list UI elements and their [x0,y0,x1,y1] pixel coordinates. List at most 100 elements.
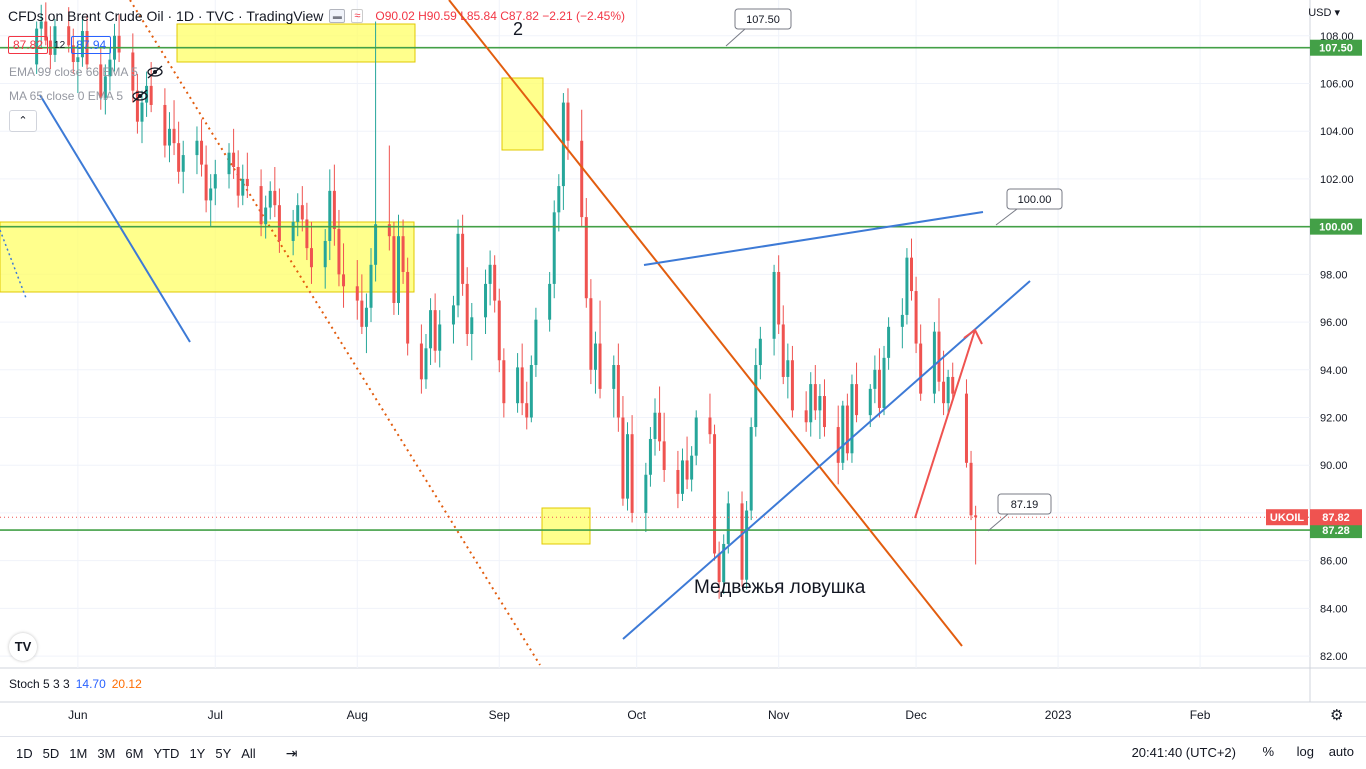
candle [488,264,492,284]
range-1d[interactable]: 1D [16,745,33,761]
candle [621,417,625,499]
candle [364,307,368,327]
candle [726,503,730,544]
bid-ask: 87.82 12 87.94 [8,36,112,54]
goto-date-icon[interactable]: ⇥ [285,744,298,761]
candle [722,543,726,583]
candle [914,291,918,344]
candle [841,405,845,463]
clock[interactable]: 20:41:40 (UTC+2) [1131,745,1236,760]
candle [163,104,167,146]
candle [932,331,936,394]
candle [456,233,460,306]
range-6m[interactable]: 6M [125,745,144,761]
range-3m[interactable]: 3M [97,745,116,761]
candle [662,441,666,470]
callout-label: 87.19 [1011,499,1039,511]
candle [749,427,753,511]
eye-off-icon[interactable] [131,89,149,103]
candle [630,434,634,513]
highlight-zone [0,221,415,293]
candle [566,102,570,141]
range-5y[interactable]: 5Y [215,745,232,761]
log-toggle[interactable]: log [1296,744,1314,759]
currency-label[interactable]: USD ▾ [1308,7,1340,19]
candle [484,283,488,318]
callout-box [734,8,792,30]
level-price-label: 100.00 [1319,222,1353,234]
candle [946,376,950,404]
candle [273,190,277,206]
candle [969,462,973,516]
candle [868,388,872,416]
auto-toggle[interactable]: auto [1328,744,1354,759]
callout-pointer [987,513,1009,532]
candle [80,31,84,58]
candle [67,26,71,46]
candle [232,152,236,167]
x-tick-label: Aug [347,708,368,722]
candle [245,178,249,187]
eye-off-icon[interactable] [146,65,164,79]
candle [264,207,268,225]
candle [822,396,826,428]
ask-price[interactable]: 87.94 [71,36,112,54]
candle [557,186,561,213]
candle [99,64,103,98]
symbol-tag-label: UKOIL [1270,512,1305,524]
percent-toggle[interactable]: % [1262,744,1274,759]
level-price-label: 107.50 [1319,43,1353,55]
price-chart[interactable]: Jun Jul Aug Sep Oct Nov Dec 2023 Feb108.00106.00… [0,0,1366,736]
candle [919,343,923,394]
range-all[interactable]: All [241,745,256,761]
x-tick-label: Jul [208,708,223,722]
callout-label: 107.50 [746,14,780,26]
candle [195,140,199,156]
candle [534,319,538,366]
open-value: O90.02 [375,9,415,23]
candle [845,405,849,454]
wave-icon[interactable]: ≈ [351,9,364,23]
x-tick-label: Nov [768,708,789,722]
ema-indicator-label[interactable]: EMA 99 close 66 EMA 5 [9,65,164,79]
ma-indicator-label[interactable]: MA 65 close 0 EMA 5 [9,89,149,103]
y-tick-label: 82.00 [1320,651,1348,663]
candle [685,460,689,480]
candle [758,338,762,366]
candle [713,434,717,554]
candle [209,188,213,201]
candle [497,300,501,361]
candle [905,257,909,315]
stoch-legend[interactable]: Stoch 5 3 3 14.70 20.12 [9,677,142,691]
candle [461,233,465,284]
candle [76,57,80,63]
tradingview-logo-icon[interactable]: TV [9,633,37,661]
symbol-title[interactable]: CFDs on Brent Crude Oil · 1D · TVC · Tra… [8,8,324,24]
y-tick-label: 94.00 [1320,365,1348,377]
gear-icon[interactable]: ⚙ [1330,707,1344,724]
low-value: L85.84 [460,9,497,23]
range-1y[interactable]: 1Y [189,745,206,761]
candle [786,360,790,377]
range-5d[interactable]: 5D [42,745,60,761]
candle [593,343,597,370]
candle [690,455,694,480]
candle [53,26,57,55]
candle [887,326,891,358]
candle [342,274,346,287]
chevron-up-icon[interactable]: ⌃ [9,110,37,132]
range-ytd[interactable]: YTD [153,745,180,761]
bid-price[interactable]: 87.82 [8,36,49,54]
range-1m[interactable]: 1M [69,745,88,761]
chart-header: CFDs on Brent Crude Oil · 1D · TVC · Tra… [8,8,625,24]
trend-line-blue [643,211,984,266]
callout-pointer [725,28,746,47]
candle [140,102,144,122]
candle [181,155,185,172]
candle [855,384,859,416]
eye-off-icon[interactable]: ▬ [329,9,346,23]
candle [850,384,854,454]
annotation-text: Медвежья ловушка [694,577,866,598]
y-tick-label: 84.00 [1320,603,1348,615]
callout-box [1006,188,1063,210]
